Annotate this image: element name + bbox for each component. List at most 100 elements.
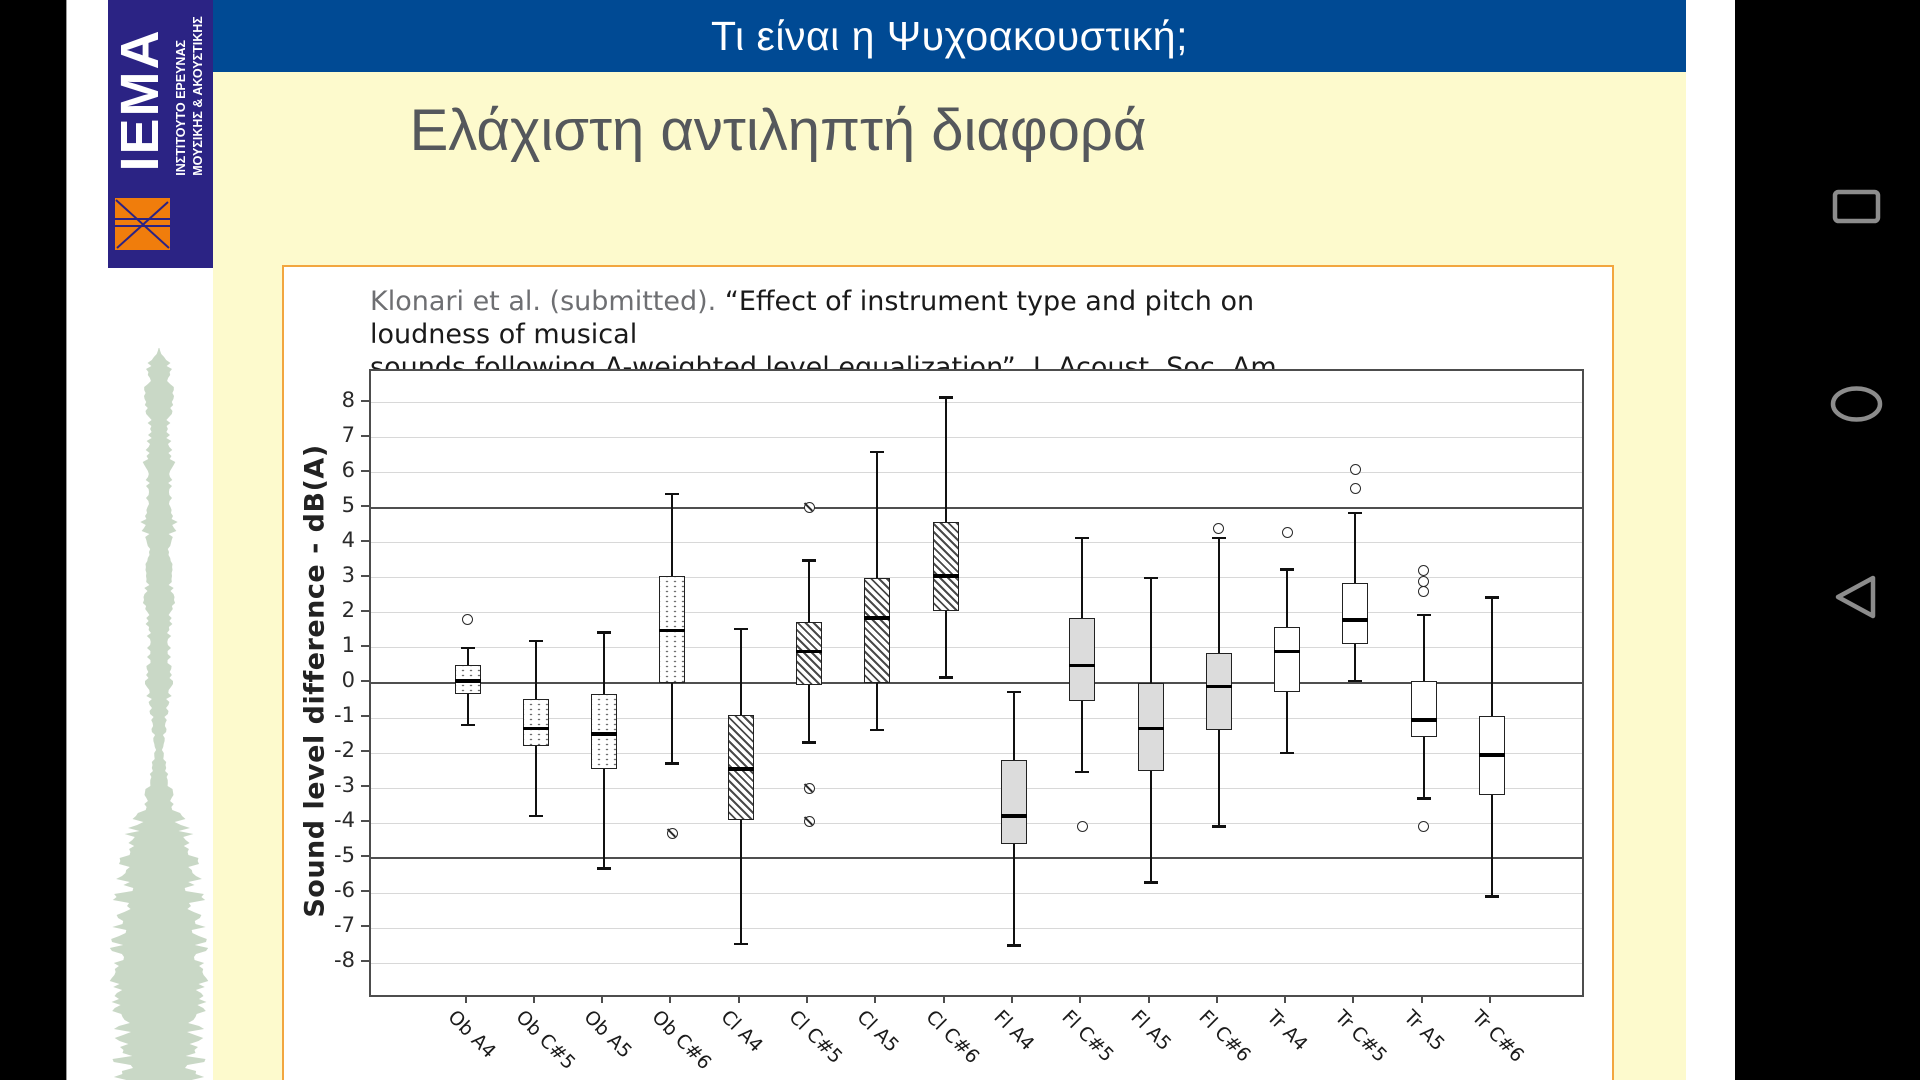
back-triangle-icon[interactable] [1835, 575, 1876, 619]
y-tick-label: -3 [334, 773, 355, 798]
box-Ob-C-5 [522, 698, 549, 747]
outlier-slash [803, 783, 813, 793]
y-tick-label: -8 [334, 948, 355, 973]
x-tick-label: Tr A4 [1262, 1006, 1312, 1056]
y-grid-line [371, 612, 1582, 614]
y-axis-tick [361, 680, 370, 682]
median-line [1342, 618, 1369, 622]
whisker-cap-low [1485, 895, 1499, 898]
median-line [1410, 718, 1437, 722]
outlier-point [1349, 463, 1361, 475]
recents-square-icon[interactable] [1832, 189, 1881, 224]
whisker-cap-high [870, 450, 885, 454]
whisker-cap-high [802, 559, 816, 562]
y-axis-tick [361, 574, 370, 577]
chart-panel: Klonari et al. (submitted). “Effect of i… [282, 265, 1614, 1080]
median-line [591, 732, 618, 736]
iema-logo-acronym: IEMA [110, 28, 170, 172]
y-axis-tick [361, 644, 370, 647]
whisker-cap-low [802, 741, 816, 744]
y-tick-label: 2 [341, 597, 355, 622]
median-line [659, 628, 686, 633]
y-axis-tick [361, 925, 370, 928]
iema-logo-mark-lines [115, 199, 170, 249]
median-line [1069, 663, 1096, 668]
x-axis-tick [806, 995, 808, 1003]
x-tick-label: Ob C#6 [647, 1006, 716, 1075]
y-axis-tick [361, 890, 370, 893]
y-tick-label: -6 [334, 878, 355, 903]
y-tick-label: -5 [334, 843, 355, 868]
y-tick-label: 1 [341, 632, 355, 657]
box-Fl-C-6 [1205, 653, 1232, 731]
y-grid-line [371, 892, 1582, 894]
whisker-cap-low [528, 814, 543, 818]
y-tick-label: -1 [334, 703, 355, 728]
outlier-point [1349, 482, 1361, 494]
y-grid-line [371, 752, 1582, 754]
right-white-gutter [1686, 0, 1735, 1080]
y-axis-tick [361, 960, 370, 963]
y-grid-line [371, 542, 1582, 544]
median-line [796, 649, 822, 654]
y-grid-line [371, 647, 1582, 649]
whisker-cap-high [1006, 690, 1021, 694]
outlier-point [803, 502, 815, 514]
reference-grid-line [371, 857, 1582, 860]
box-Tr-A5 [1410, 681, 1437, 738]
x-tick-label: Tr A5 [1399, 1006, 1449, 1056]
outlier-point [1418, 586, 1430, 598]
plot-area [369, 369, 1584, 997]
iema-logo-subtext: ΙΝΣΤΙΤΟΥΤΟ ΕΡΕΥΝΑΣ ΜΟΥΣΙΚΗΣ & ΑΚΟΥΣΤΙΚΗΣ [173, 16, 207, 176]
whisker-cap-high [1485, 596, 1499, 599]
y-grid-line [371, 402, 1582, 404]
android-nav-icons [1830, 189, 1883, 619]
y-axis-tick [361, 820, 370, 823]
median-line [1137, 726, 1164, 731]
y-grid-line [371, 472, 1582, 474]
box-Tr-C-5 [1342, 583, 1369, 645]
y-tick-label: 6 [341, 457, 355, 482]
x-axis-tick [942, 995, 945, 1003]
whisker-cap-high [733, 627, 748, 631]
box-Tr-A4 [1274, 626, 1301, 692]
whisker-cap-low [665, 762, 680, 765]
whisker-cap-low [1416, 797, 1431, 800]
whisker-cap-high [938, 396, 953, 399]
iema-logo: IEMA ΙΝΣΤΙΤΟΥΤΟ ΕΡΕΥΝΑΣ ΜΟΥΣΙΚΗΣ & ΑΚΟΥΣ… [108, 0, 214, 268]
whisker-cap-low [1348, 679, 1363, 683]
outlier-slash [666, 828, 676, 838]
x-axis-tick [532, 995, 535, 1003]
x-tick-label: Tr C#6 [1467, 1006, 1529, 1067]
iema-logo-mark-icon [115, 198, 170, 250]
outlier-point [462, 614, 473, 626]
iema-logo-subtext-line2: ΜΟΥΣΙΚΗΣ & ΑΚΟΥΣΤΙΚΗΣ [191, 16, 205, 176]
whisker-cap-low [733, 942, 748, 946]
home-circle-icon[interactable] [1830, 386, 1883, 422]
y-grid-line [371, 962, 1582, 964]
outlier-point [1281, 526, 1293, 538]
left-black-bar [0, 0, 66, 1080]
y-tick-label: -2 [334, 738, 355, 763]
y-grid-line [371, 822, 1582, 824]
y-axis-tick [361, 539, 370, 542]
median-line [1274, 649, 1301, 654]
x-axis-tick [1489, 995, 1491, 1003]
outlier-slash [803, 502, 813, 512]
x-axis-tick [601, 995, 604, 1003]
x-tick-label: Fl A4 [989, 1006, 1039, 1056]
y-axis-tick [361, 855, 370, 858]
outlier-point [803, 815, 815, 827]
x-tick-label: Fl A5 [1125, 1006, 1175, 1056]
y-axis-tick [361, 750, 370, 753]
y-tick-label: 4 [341, 527, 355, 552]
x-axis-tick [669, 995, 672, 1003]
median-line [1479, 753, 1505, 757]
x-tick-label: Fl C#6 [1194, 1006, 1255, 1067]
slide-header-banner: Τι είναι η Ψυχοακουστική; [213, 0, 1686, 72]
reference-grid-line [371, 506, 1582, 509]
x-tick-label: Ob A4 [442, 1006, 500, 1063]
median-line [1205, 684, 1232, 689]
x-tick-label: Ob C#5 [511, 1006, 580, 1075]
